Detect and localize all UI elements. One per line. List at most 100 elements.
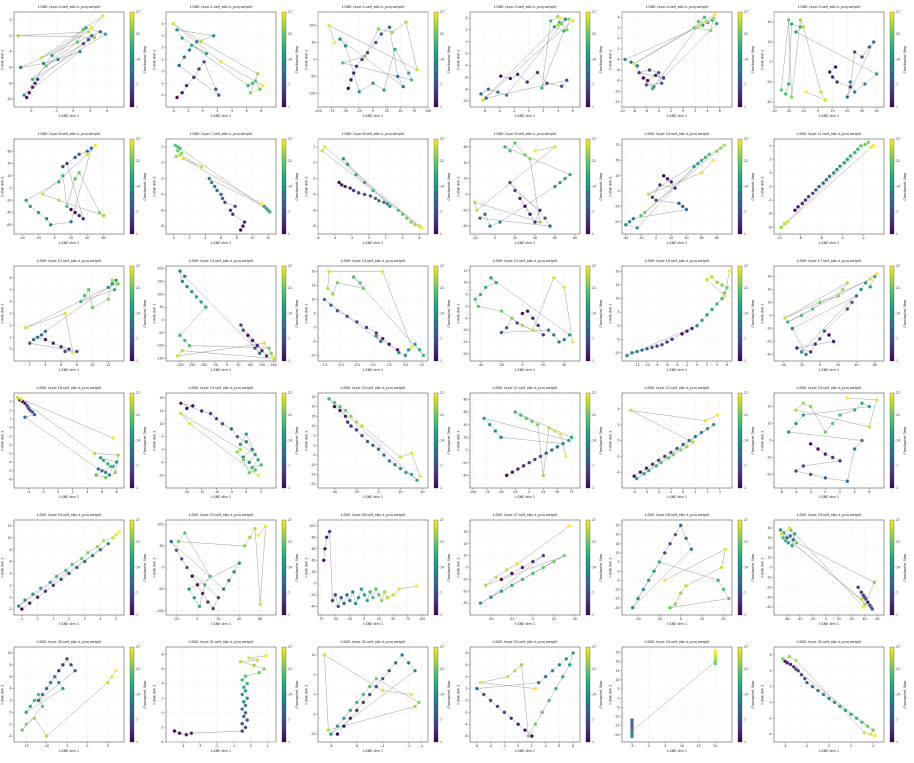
checkpoint-point <box>525 309 530 314</box>
checkpoint-point <box>28 204 33 209</box>
checkpoint-point <box>675 446 679 451</box>
checkpoint-point <box>178 146 183 151</box>
x-tick-label: -1 <box>232 744 235 748</box>
checkpoint-point <box>860 55 864 59</box>
y-tick-label: -5 <box>8 469 11 473</box>
colorbar-tick-label: 21 <box>288 413 292 417</box>
y-tick-label: -4 <box>8 460 11 464</box>
checkpoint-point <box>48 222 53 227</box>
checkpoint-point <box>33 81 38 86</box>
colorbar-tick-label: 27 <box>288 645 292 649</box>
checkpoint-point <box>705 426 710 431</box>
checkpoint-point <box>82 293 87 298</box>
checkpoint-point <box>566 438 571 443</box>
x-tick-label: -8 <box>633 109 636 113</box>
checkpoint-point <box>561 441 566 446</box>
checkpoint-point <box>398 455 403 459</box>
colorbar-tick-label: 14 <box>896 693 900 697</box>
checkpoint-point <box>20 728 25 733</box>
y-tick-label: 2 <box>465 28 467 32</box>
checkpoint-point <box>540 710 545 715</box>
checkpoint-point <box>60 164 65 169</box>
checkpoint-point <box>178 333 182 338</box>
chart-title: t-SNE: layer.8.self_attn.k_proj.weight <box>342 132 405 136</box>
y-tick-label: 6 <box>9 675 11 679</box>
y-tick-label: 4 <box>9 572 11 576</box>
checkpoint-point <box>69 662 73 667</box>
checkpoint-point <box>365 598 370 603</box>
checkpoint-point <box>202 582 207 587</box>
y-tick-label: 0 <box>9 710 11 714</box>
checkpoint-point <box>82 559 87 564</box>
checkpoint-point <box>532 457 537 462</box>
checkpoint-point <box>656 458 661 463</box>
tsne-panel: t-SNE: layer.5.self_attn.k_proj.weight -3… <box>760 0 912 127</box>
checkpoint-point <box>59 577 64 582</box>
checkpoint-point <box>859 597 864 602</box>
tsne-plot: t-SNE: layer.3.self_attn.k_proj.weight-6… <box>457 5 604 118</box>
checkpoint-point <box>867 425 872 429</box>
y-tick-label: 8 <box>161 652 163 656</box>
checkpoint-point <box>362 54 367 59</box>
colorbar-tick-label: 1 <box>440 613 442 617</box>
checkpoint-point <box>845 95 850 99</box>
colorbar-tick-label: 1 <box>592 359 594 363</box>
checkpoint-point <box>113 470 118 475</box>
colorbar-label: Checkpoint Step <box>295 300 299 328</box>
checkpoint-point <box>345 420 350 425</box>
colorbar <box>433 138 439 235</box>
checkpoint-point <box>371 443 375 448</box>
y-axis-label: t-SNE dim 2 <box>761 684 765 704</box>
checkpoint-point <box>241 685 246 690</box>
checkpoint-point <box>71 350 75 355</box>
checkpoint-point <box>813 342 818 347</box>
tsne-plot: t-SNE: layer.5.self_attn.k_proj.weight-3… <box>761 5 908 118</box>
chart-title: t-SNE: layer.13.self_attn.k_proj.weight <box>189 259 254 263</box>
checkpoint-point <box>241 224 245 229</box>
x-axis-label: t-SNE dim 1 <box>667 368 687 372</box>
checkpoint-point <box>69 219 73 224</box>
checkpoint-point <box>322 297 327 302</box>
checkpoint-point <box>796 204 801 209</box>
checkpoint-point <box>510 470 515 475</box>
checkpoint-point <box>794 408 798 412</box>
y-tick-label: -40 <box>462 224 467 228</box>
checkpoint-point <box>113 668 118 673</box>
x-tick-label: 3 <box>84 617 86 621</box>
x-tick-label: 100 <box>247 363 253 367</box>
colorbar-tick-label: 14 <box>288 566 292 570</box>
y-tick-label: -50 <box>158 587 163 591</box>
x-tick-label: 4 <box>557 109 559 113</box>
chart-title: t-SNE: layer.34.self_attn.k_proj.weight <box>645 640 710 644</box>
checkpoint-point <box>519 662 524 667</box>
tsne-panel: t-SNE: layer.4.self_attn.k_proj.weight -1… <box>608 0 760 127</box>
y-tick-label: 1 <box>161 58 163 62</box>
colorbar-tick-label: 1 <box>136 740 138 744</box>
checkpoint-point <box>226 578 231 583</box>
checkpoint-point <box>199 300 204 304</box>
x-tick-label: -2 <box>657 490 660 494</box>
checkpoint-point <box>397 587 401 592</box>
checkpoint-point <box>63 568 68 573</box>
x-tick-label: -100 <box>200 363 207 367</box>
checkpoint-point <box>536 323 541 328</box>
trajectory-line <box>631 650 716 737</box>
y-tick-label: 2 <box>769 157 771 161</box>
y-axis-label: t-SNE dim 2 <box>761 430 765 450</box>
checkpoint-point <box>184 406 189 411</box>
colorbar-tick-label: 21 <box>440 413 444 417</box>
checkpoint-point <box>56 57 60 62</box>
colorbar <box>281 265 287 362</box>
checkpoint-point <box>23 415 27 420</box>
y-tick-label: 8 <box>9 663 11 667</box>
checkpoint-point <box>526 734 531 738</box>
checkpoint-point <box>518 196 522 201</box>
checkpoint-point <box>343 414 348 419</box>
y-tick-label: -15 <box>462 340 467 344</box>
y-tick-label: 5 <box>617 560 619 564</box>
checkpoint-point <box>523 152 527 157</box>
checkpoint-point <box>243 725 248 730</box>
checkpoint-point <box>65 204 69 209</box>
x-axis-label: t-SNE dim 1 <box>515 749 535 753</box>
